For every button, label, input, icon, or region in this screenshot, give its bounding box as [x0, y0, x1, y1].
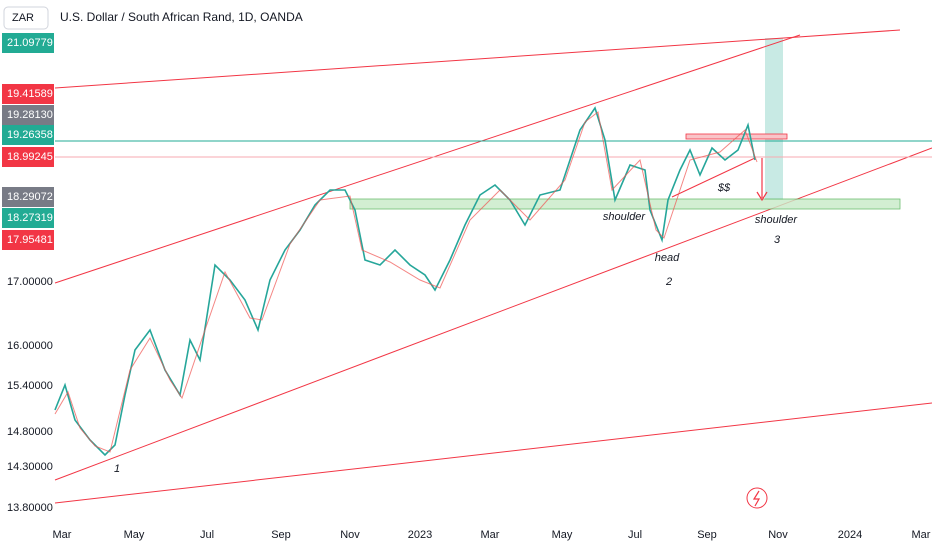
- price-badge-label: 18.99245: [7, 151, 53, 163]
- trend-line: [54, 402, 932, 504]
- price-axis-label: 13.80000: [7, 502, 53, 514]
- price-badge-label: 21.09779: [7, 37, 53, 49]
- price-badge-label: 17.95481: [7, 234, 53, 246]
- annotation: 2: [665, 276, 672, 288]
- time-axis-label: Sep: [271, 529, 291, 541]
- target-zone: [765, 38, 783, 200]
- price-path-shadow: [54, 111, 758, 453]
- annotation: shoulder: [755, 214, 799, 226]
- trend-line: [671, 157, 756, 198]
- annotation: $$: [717, 182, 731, 194]
- time-axis-label: 2024: [838, 529, 862, 541]
- chart-title: U.S. Dollar / South African Rand, 1D, OA…: [60, 10, 303, 24]
- channel-upper: [54, 34, 801, 284]
- price-badge-label: 19.26358: [7, 129, 53, 141]
- price-badge: [2, 147, 54, 167]
- price-badge: [2, 33, 54, 53]
- annotation: 3: [774, 234, 781, 246]
- price-badge-label: 19.41589: [7, 88, 53, 100]
- price-badge: [2, 84, 54, 104]
- price-badge: [2, 187, 54, 207]
- price-badge: [2, 125, 54, 145]
- price-badge: [2, 105, 54, 125]
- time-axis-label: Mar: [912, 529, 931, 541]
- support-zone: [349, 198, 901, 210]
- price-axis-label: 16.00000: [7, 340, 53, 352]
- arrow-head: [756, 191, 768, 202]
- time-axis-label: Sep: [697, 529, 717, 541]
- time-axis-label: Jul: [628, 529, 642, 541]
- price-badge: [2, 208, 54, 228]
- annotation: head: [655, 252, 680, 264]
- time-axis-label: Mar: [481, 529, 500, 541]
- price-badge-label: 18.29072: [7, 191, 53, 203]
- symbol-box[interactable]: [3, 6, 49, 30]
- trend-line: [54, 29, 901, 89]
- time-axis-label: May: [124, 529, 145, 541]
- price-axis-label: 15.40000: [7, 380, 53, 392]
- time-axis-label: Jul: [200, 529, 214, 541]
- annotation: 1: [114, 463, 120, 475]
- time-axis-label: Nov: [340, 529, 360, 541]
- annotation: shoulder: [603, 211, 647, 223]
- time-axis-label: May: [552, 529, 573, 541]
- price-badge-label: 19.28130: [7, 109, 53, 121]
- alert-bolt: [752, 490, 761, 507]
- alert-icon[interactable]: [746, 487, 768, 509]
- time-axis-label: Mar: [53, 529, 72, 541]
- price-badge: [2, 230, 54, 250]
- price-axis-label: 17.00000: [7, 276, 53, 288]
- symbol[interactable]: ZAR: [12, 12, 34, 24]
- time-axis-label: 2023: [408, 529, 432, 541]
- price-badge-label: 18.27319: [7, 212, 53, 224]
- price-axis-label: 14.30000: [7, 461, 53, 473]
- resistance-zone: [685, 133, 788, 140]
- price-axis-label: 14.80000: [7, 426, 53, 438]
- time-axis-label: Nov: [768, 529, 788, 541]
